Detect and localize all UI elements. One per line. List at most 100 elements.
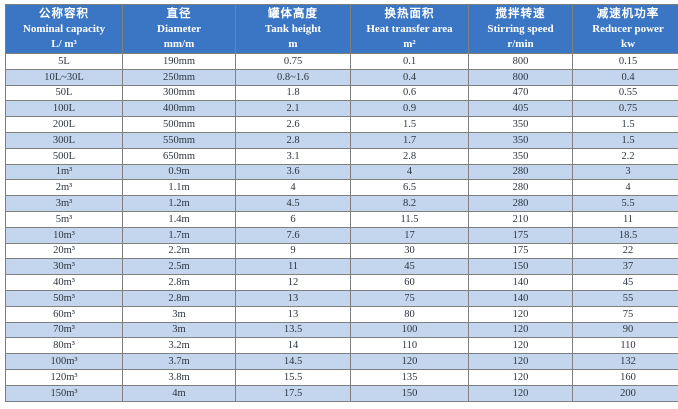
table-cell: 405 bbox=[468, 100, 573, 118]
table-cell: 60 bbox=[350, 274, 469, 291]
table-cell: 100 bbox=[350, 321, 469, 339]
table-cell: 80 bbox=[350, 305, 469, 323]
table-row: 3m³ 1.2m 4.5 8.2 280 5.5 bbox=[5, 195, 678, 212]
header-en: Heat transfer area bbox=[366, 23, 453, 35]
table-row: 5L 190mm 0.75 0.1 800 0.15 bbox=[5, 53, 678, 70]
table-cell: 800 bbox=[468, 53, 573, 70]
table-cell: 6.5 bbox=[350, 179, 469, 197]
header-zh: 换热面积 bbox=[384, 8, 435, 20]
table-cell: 350 bbox=[468, 147, 573, 165]
table-cell: 150 bbox=[350, 384, 469, 402]
header-zh: 直径 bbox=[166, 8, 192, 20]
table-cell: 500L bbox=[5, 147, 123, 165]
table-cell: 300mm bbox=[122, 84, 236, 102]
table-row: 80m³ 3.2m 14 110 120 110 bbox=[5, 337, 678, 355]
table-row: 1m³ 0.9m 3.6 4 280 3 bbox=[5, 163, 678, 181]
table-cell: 120m³ bbox=[5, 368, 123, 386]
table-cell: 100L bbox=[5, 100, 123, 118]
table-cell: 3.6 bbox=[235, 163, 351, 181]
table-cell: 4m bbox=[122, 384, 236, 402]
table-cell: 0.75 bbox=[235, 53, 351, 70]
table-body: 5L 190mm 0.75 0.1 800 0.15 10L~30L 250mm 0.8~1.6… bbox=[5, 53, 678, 402]
table-cell: 5.5 bbox=[572, 195, 678, 212]
table-cell: 2.8 bbox=[350, 147, 469, 165]
table-cell: 3.7m bbox=[122, 353, 236, 370]
table-cell: 4 bbox=[235, 179, 351, 197]
table-cell: 1.1m bbox=[122, 179, 236, 197]
table-cell: 150m³ bbox=[5, 384, 123, 402]
table-cell: 1.5 bbox=[572, 131, 678, 149]
table-cell: 6 bbox=[235, 210, 351, 228]
table-cell: 280 bbox=[468, 163, 573, 181]
table-row: 50m³ 2.8m 13 75 140 55 bbox=[5, 289, 678, 307]
table-row: 120m³ 3.8m 15.5 135 120 160 bbox=[5, 368, 678, 386]
table-cell: 120 bbox=[468, 384, 573, 402]
table-cell: 3m bbox=[122, 321, 236, 339]
table-cell: 3 bbox=[572, 163, 678, 181]
table-cell: 50m³ bbox=[5, 289, 123, 307]
table-cell: 160 bbox=[572, 368, 678, 386]
table-cell: 1.5 bbox=[572, 116, 678, 133]
table-header: 公称容积 Nominal capacity L/ m³ 直径 Diameter … bbox=[5, 4, 678, 54]
table-row: 30m³ 2.5m 11 45 150 37 bbox=[5, 258, 678, 276]
table-cell: 20m³ bbox=[5, 242, 123, 260]
table-cell: 1.7m bbox=[122, 226, 236, 244]
table-cell: 11.5 bbox=[350, 210, 469, 228]
table-cell: 250mm bbox=[122, 68, 236, 86]
table-cell: 470 bbox=[468, 84, 573, 102]
table-cell: 60m³ bbox=[5, 305, 123, 323]
header-en: Reducer power bbox=[592, 23, 664, 35]
table-cell: 22 bbox=[572, 242, 678, 260]
table-row: 10m³ 1.7m 7.6 17 175 18.5 bbox=[5, 226, 678, 244]
table-cell: 2.8 bbox=[235, 131, 351, 149]
table-cell: 350 bbox=[468, 131, 573, 149]
table-cell: 13 bbox=[235, 289, 351, 307]
table-row: 20m³ 2.2m 9 30 175 22 bbox=[5, 242, 678, 260]
table-cell: 150 bbox=[468, 258, 573, 276]
table-cell: 30m³ bbox=[5, 258, 123, 276]
table-cell: 10L~30L bbox=[5, 68, 123, 86]
table-cell: 140 bbox=[468, 274, 573, 291]
table-cell: 0.4 bbox=[572, 68, 678, 86]
table-cell: 80m³ bbox=[5, 337, 123, 355]
header-zh: 减速机功率 bbox=[596, 8, 660, 20]
table-cell: 30 bbox=[350, 242, 469, 260]
column-header-diameter: 直径 Diameter mm/m bbox=[122, 4, 236, 54]
table-cell: 45 bbox=[350, 258, 469, 276]
table-row: 500L 650mm 3.1 2.8 350 2.2 bbox=[5, 147, 678, 165]
table-cell: 2.6 bbox=[235, 116, 351, 133]
header-zh: 搅拌转速 bbox=[495, 8, 546, 20]
table-cell: 1.4m bbox=[122, 210, 236, 228]
table-cell: 132 bbox=[572, 353, 678, 370]
table-cell: 175 bbox=[468, 226, 573, 244]
table-cell: 0.75 bbox=[572, 100, 678, 118]
table-row: 200L 500mm 2.6 1.5 350 1.5 bbox=[5, 116, 678, 133]
table-cell: 75 bbox=[572, 305, 678, 323]
table-cell: 0.15 bbox=[572, 53, 678, 70]
table-cell: 4 bbox=[572, 179, 678, 197]
table-cell: 0.6 bbox=[350, 84, 469, 102]
table-cell: 75 bbox=[350, 289, 469, 307]
table-cell: 200 bbox=[572, 384, 678, 402]
header-en: Stirring speed bbox=[487, 23, 554, 35]
table-cell: 280 bbox=[468, 195, 573, 212]
table-cell: 0.9m bbox=[122, 163, 236, 181]
table-cell: 650mm bbox=[122, 147, 236, 165]
column-header-reducer-power: 减速机功率 Reducer power kw bbox=[572, 4, 678, 54]
table-cell: 110 bbox=[350, 337, 469, 355]
table-cell: 120 bbox=[468, 368, 573, 386]
table-cell: 120 bbox=[468, 337, 573, 355]
table-cell: 3m³ bbox=[5, 195, 123, 212]
table-row: 10L~30L 250mm 0.8~1.6 0.4 800 0.4 bbox=[5, 68, 678, 86]
table-cell: 37 bbox=[572, 258, 678, 276]
table-cell: 2.5m bbox=[122, 258, 236, 276]
table-cell: 2.8m bbox=[122, 274, 236, 291]
table-cell: 50L bbox=[5, 84, 123, 102]
table-cell: 1.5 bbox=[350, 116, 469, 133]
table-cell: 190mm bbox=[122, 53, 236, 70]
table-cell: 10m³ bbox=[5, 226, 123, 244]
table-cell: 11 bbox=[572, 210, 678, 228]
table-cell: 14 bbox=[235, 337, 351, 355]
table-cell: 1m³ bbox=[5, 163, 123, 181]
